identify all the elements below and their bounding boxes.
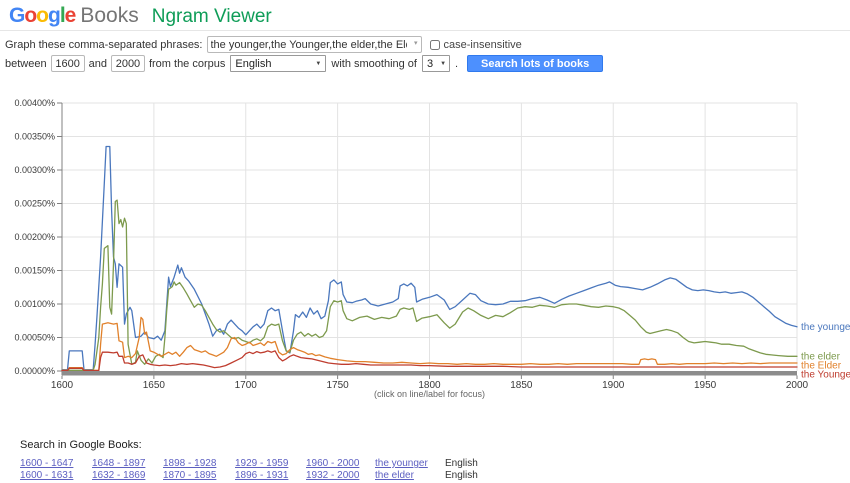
y-tick-label: 0.00200% [14,232,55,242]
smoothing-selected-value: 3 [426,57,434,70]
y-tick-label: 0.00000% [14,366,55,376]
phrase-link[interactable]: the younger [375,458,428,469]
between-label: between [5,57,47,70]
line-the-Younger[interactable] [61,350,798,372]
select-arrow-icon: ▼ [440,60,447,67]
phrases-input[interactable] [206,36,422,53]
y-tick-label: 0.00350% [14,132,55,142]
table-row: 1600 - 1631 1632 - 1869 1870 - 1895 1896… [20,470,505,482]
x-tick-label: 1900 [602,380,625,391]
chart-grid [62,102,798,371]
range-link[interactable]: 1648 - 1897 [92,458,146,469]
range-link[interactable]: 1929 - 1959 [235,458,289,469]
x-tick-label: 1950 [694,380,717,391]
x-axis: 1600 1650 1700 1750 1800 1850 1900 1950 2000 [51,371,809,391]
smoothing-select[interactable]: 3 ▼ [421,55,450,72]
x-tick-label: 1850 [510,380,533,391]
line-the-elder[interactable] [61,199,798,371]
y-tick-label: 0.00400% [14,98,55,108]
search-button[interactable]: Search lots of books [467,55,604,72]
y-tick-label: 0.00250% [14,199,55,209]
smoothing-label: with smoothing of [331,57,417,70]
range-link[interactable]: 1870 - 1895 [163,470,217,481]
line-the-younger[interactable] [61,145,798,371]
ngram-chart-svg: 0.00000% 0.00050% 0.00100% 0.00150% 0.00200%… [14,98,850,391]
y-tick-label: 0.00300% [14,165,55,175]
y-tick-label: 0.00150% [14,266,55,276]
sentence-period: . [454,57,459,70]
corpus-selected-value: English [235,57,272,70]
range-link[interactable]: 1896 - 1931 [235,470,289,481]
and-label: and [88,57,107,70]
phrases-label: Graph these comma-separated phrases: [5,38,203,51]
logo-letter: e [64,4,77,27]
select-arrow-icon: ▼ [315,60,322,67]
logo-letter: l [59,4,66,27]
corpus-select[interactable]: English ▼ [230,55,327,72]
x-tick-label: 1800 [418,380,441,391]
corpus-label: from the corpus [148,57,226,70]
range-link[interactable]: 1600 - 1647 [20,458,74,469]
search-in-books-section: Search in Google Books: 1600 - 1647 1648… [20,439,505,482]
logo-letter: o [36,4,49,27]
range-link[interactable]: 1960 - 2000 [306,458,360,469]
x-tick-label: 1700 [235,380,258,391]
year-start-input[interactable] [50,55,85,72]
options-row: between and from the corpus English ▼ wi… [5,55,604,72]
y-axis: 0.00000% 0.00050% 0.00100% 0.00150% 0.00200%… [14,98,63,376]
google-logo[interactable]: Google [9,0,77,31]
logo-letter: G [9,4,25,27]
books-logo-text: Books [80,4,139,27]
case-insensitive-label[interactable]: case-insensitive [443,38,522,51]
chart-hint: (click on line/label for focus) [373,389,486,399]
header: Google Books Ngram Viewer [0,0,850,31]
range-link[interactable]: 1898 - 1928 [163,458,217,469]
x-tick-label: 1600 [51,380,74,391]
logo-letter: g [48,4,61,27]
corpus-cell: English [445,458,478,469]
x-tick-label: 2000 [786,380,809,391]
x-tick-label: 1650 [143,380,166,391]
y-tick-label: 0.00100% [14,299,55,309]
case-insensitive-checkbox[interactable] [429,39,440,50]
y-tick-label: 0.00050% [14,333,55,343]
search-in-books-title: Search in Google Books: [20,439,142,451]
phrases-dropdown-arrow-icon[interactable]: ▾ [413,40,418,47]
phrase-link[interactable]: the elder [375,470,414,481]
phrases-row: Graph these comma-separated phrases: ▾ c… [5,36,522,53]
label-the-Elder[interactable]: the Elder [801,360,842,371]
logo-letter: o [24,4,37,27]
page-title: Ngram Viewer [151,6,272,27]
label-the-elder[interactable]: the elder [801,351,841,362]
label-the-Younger[interactable]: the Younger [801,369,850,380]
label-the-younger[interactable]: the younger [801,322,850,333]
ngram-chart: 0.00000% 0.00050% 0.00100% 0.00150% 0.00200%… [0,95,850,407]
table-row: 1600 - 1647 1648 - 1897 1898 - 1928 1929… [20,458,505,470]
year-end-input[interactable] [110,55,145,72]
range-link[interactable]: 1632 - 1869 [92,470,146,481]
line-the-Elder[interactable] [61,316,798,371]
range-link[interactable]: 1600 - 1631 [20,470,74,481]
x-tick-label: 1750 [327,380,350,391]
range-link[interactable]: 1932 - 2000 [306,470,360,481]
corpus-cell: English [445,470,478,481]
